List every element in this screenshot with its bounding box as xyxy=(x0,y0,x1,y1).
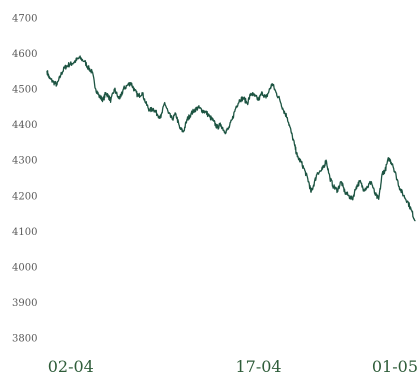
plot-area xyxy=(46,55,416,222)
y-tick-label: 4100 xyxy=(12,227,37,238)
y-tick-label: 4400 xyxy=(12,120,37,131)
y-tick-label: 4600 xyxy=(12,49,37,60)
x-tick-label: 01-05 xyxy=(372,357,418,376)
y-tick-label: 4200 xyxy=(12,191,37,202)
y-tick-label: 4300 xyxy=(12,156,37,167)
y-tick-label: 4000 xyxy=(12,262,37,273)
y-tick-label: 3800 xyxy=(12,334,37,345)
y-tick-label: 3900 xyxy=(12,298,37,309)
x-tick-label: 02-04 xyxy=(48,357,94,376)
y-axis-ticks: 3800 3900 4000 4100 4200 4300 4400 4500 4600 4700 xyxy=(12,14,37,345)
x-tick-label: 17-04 xyxy=(235,357,281,376)
x-axis-ticks: 02-04 17-04 01-05 xyxy=(48,357,418,376)
y-tick-label: 4500 xyxy=(12,85,37,96)
y-tick-label: 4700 xyxy=(12,14,37,25)
series-line xyxy=(46,55,416,222)
